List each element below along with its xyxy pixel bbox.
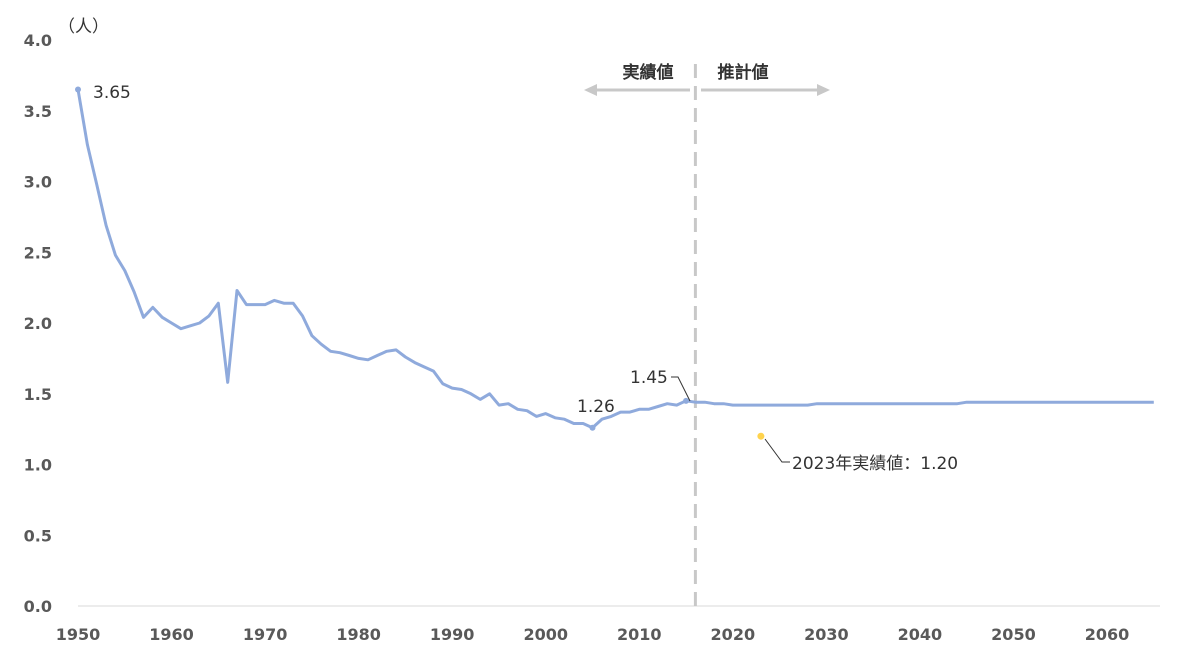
label-1-26: 1.26 [577, 397, 615, 417]
x-tick-label: 2060 [1085, 625, 1130, 644]
projected-label: 推計値 [718, 62, 769, 83]
x-tick-label: 1970 [243, 625, 288, 644]
x-tick-label: 1950 [56, 625, 101, 644]
actual-arrow [584, 84, 690, 96]
point-1950 [75, 86, 81, 93]
y-tick-label: 3.0 [24, 173, 52, 192]
x-tick-label: 2010 [617, 625, 662, 644]
x-tick-label: 2000 [523, 625, 568, 644]
label-2023: 2023年実績値：1.20 [792, 454, 958, 474]
x-tick-label: 1990 [430, 625, 475, 644]
y-tick-label: 3.5 [24, 102, 52, 121]
y-tick-label: 1.0 [24, 456, 52, 475]
x-tick-label: 1960 [149, 625, 194, 644]
x-tick-label: 2020 [711, 625, 756, 644]
series-line [76, 89, 1154, 430]
x-tick-label: 2030 [804, 625, 849, 644]
y-tick-label: 4.0 [24, 31, 52, 50]
y-tick-label: 2.0 [24, 314, 52, 333]
y-tick-label: 0.5 [24, 526, 52, 545]
x-tick-label: 2040 [898, 625, 943, 644]
projected-arrow [701, 84, 830, 96]
label-3-65: 3.65 [93, 83, 131, 103]
x-tick-label: 1980 [336, 625, 381, 644]
y-tick-label: 2.5 [24, 243, 52, 262]
point-2015 [683, 397, 690, 404]
leader-2023 [764, 438, 790, 463]
point-2005 [589, 424, 596, 431]
actual-label: 実績値 [623, 62, 674, 83]
y-tick-label: 0.0 [24, 597, 52, 616]
x-tick-label: 2050 [991, 625, 1036, 644]
y-unit-label: （人） [58, 17, 109, 37]
y-tick-label: 1.5 [24, 385, 52, 404]
point-2023 [757, 432, 765, 440]
label-1-45: 1.45 [630, 368, 668, 388]
leader-1-45 [671, 376, 691, 402]
